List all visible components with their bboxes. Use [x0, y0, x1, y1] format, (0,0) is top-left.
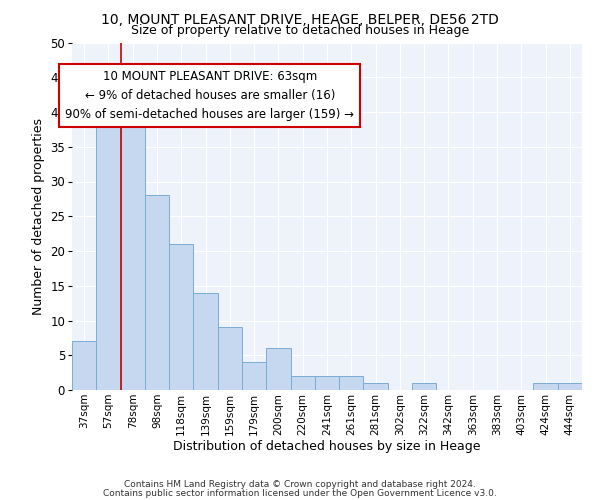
Bar — [266, 348, 290, 390]
Bar — [533, 383, 558, 390]
Bar — [72, 342, 96, 390]
Y-axis label: Number of detached properties: Number of detached properties — [32, 118, 44, 315]
X-axis label: Distribution of detached houses by size in Heage: Distribution of detached houses by size … — [173, 440, 481, 454]
Bar — [218, 328, 242, 390]
Bar — [96, 112, 121, 390]
Bar — [145, 196, 169, 390]
Bar — [315, 376, 339, 390]
Bar — [169, 244, 193, 390]
Bar — [364, 383, 388, 390]
Bar — [121, 119, 145, 390]
Bar — [193, 292, 218, 390]
Bar — [558, 383, 582, 390]
Text: 10, MOUNT PLEASANT DRIVE, HEAGE, BELPER, DE56 2TD: 10, MOUNT PLEASANT DRIVE, HEAGE, BELPER,… — [101, 12, 499, 26]
Text: Contains public sector information licensed under the Open Government Licence v3: Contains public sector information licen… — [103, 488, 497, 498]
Bar — [242, 362, 266, 390]
Text: Contains HM Land Registry data © Crown copyright and database right 2024.: Contains HM Land Registry data © Crown c… — [124, 480, 476, 489]
Bar — [290, 376, 315, 390]
Bar — [412, 383, 436, 390]
Bar — [339, 376, 364, 390]
Text: Size of property relative to detached houses in Heage: Size of property relative to detached ho… — [131, 24, 469, 37]
Text: 10 MOUNT PLEASANT DRIVE: 63sqm
← 9% of detached houses are smaller (16)
90% of s: 10 MOUNT PLEASANT DRIVE: 63sqm ← 9% of d… — [65, 70, 354, 122]
